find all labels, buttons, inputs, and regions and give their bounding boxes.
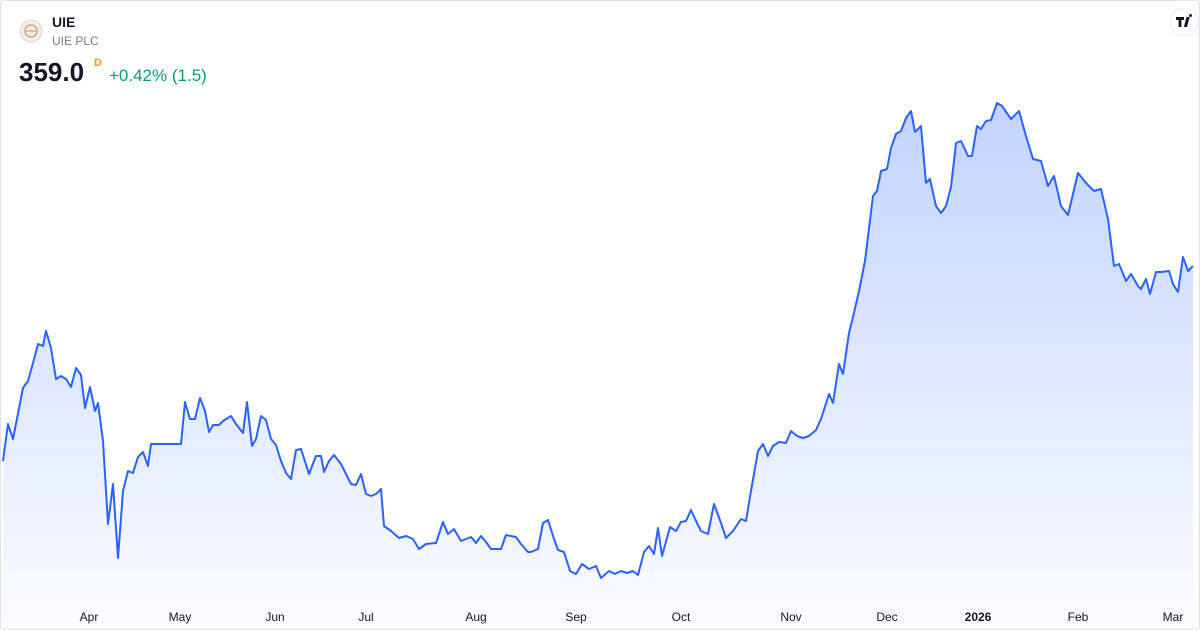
x-tick-label: Nov xyxy=(780,610,801,624)
x-tick-label: Aug xyxy=(465,610,486,624)
x-tick-label: Sep xyxy=(565,610,587,624)
x-tick-label: Jun xyxy=(265,610,284,624)
price-change: +0.42% (1.5) xyxy=(109,66,207,85)
brand-logo[interactable] xyxy=(1169,7,1199,37)
x-tick-label: Jul xyxy=(358,610,373,624)
x-tick-label: 2026 xyxy=(965,610,992,624)
symbol-logo xyxy=(19,19,43,43)
x-tick-label: Apr xyxy=(80,610,99,624)
price-line xyxy=(2,102,1194,579)
x-tick-label: Mar xyxy=(1163,610,1184,624)
symbol: UIE xyxy=(52,14,76,30)
x-tick-label: Dec xyxy=(876,610,897,624)
x-tick-label: Oct xyxy=(672,610,691,624)
area-fill xyxy=(3,103,1193,629)
company-name: UIE PLC xyxy=(52,34,99,48)
x-tick-label: Feb xyxy=(1068,610,1089,624)
x-tick-label: May xyxy=(169,610,192,624)
price: 359.0 xyxy=(19,57,85,87)
interval: D xyxy=(94,57,102,69)
